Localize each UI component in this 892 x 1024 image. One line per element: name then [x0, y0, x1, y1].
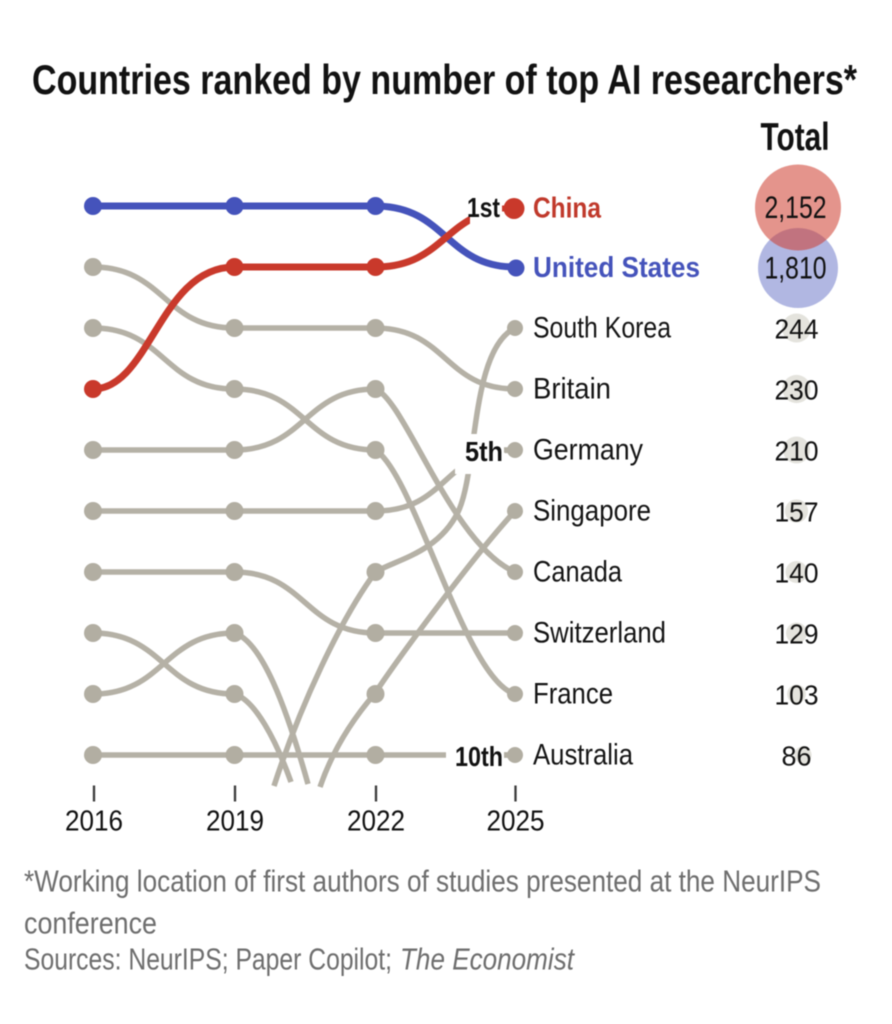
- svg-text:Sources: NeurIPS; Paper Copilo: Sources: NeurIPS; Paper Copilot;: [24, 942, 392, 977]
- svg-text:Singapore: Singapore: [533, 495, 651, 528]
- svg-text:244: 244: [775, 314, 819, 345]
- svg-text:South Korea: South Korea: [533, 312, 671, 345]
- svg-text:China: China: [533, 193, 602, 225]
- svg-text:2025: 2025: [487, 806, 545, 838]
- svg-text:2022: 2022: [347, 806, 405, 838]
- svg-text:210: 210: [775, 436, 819, 467]
- svg-text:France: France: [533, 678, 613, 711]
- svg-text:1st: 1st: [467, 192, 500, 223]
- svg-text:140: 140: [775, 558, 819, 589]
- svg-text:The Economist: The Economist: [400, 942, 575, 977]
- svg-text:5th: 5th: [465, 436, 503, 467]
- svg-text:129: 129: [775, 619, 819, 650]
- svg-text:Australia: Australia: [533, 739, 633, 772]
- svg-text:Switzerland: Switzerland: [533, 617, 666, 650]
- svg-text:Countries ranked by number of: Countries ranked by number of top AI res…: [32, 56, 858, 103]
- svg-text:Canada: Canada: [533, 556, 622, 589]
- svg-text:conference: conference: [24, 906, 157, 941]
- svg-text:2019: 2019: [206, 806, 264, 838]
- svg-text:1,810: 1,810: [765, 250, 827, 286]
- svg-text:2,152: 2,152: [765, 189, 827, 225]
- svg-text:Germany: Germany: [533, 434, 643, 467]
- svg-text:Britain: Britain: [533, 373, 611, 406]
- svg-text:86: 86: [782, 741, 812, 772]
- svg-text:230: 230: [775, 375, 819, 406]
- svg-text:*Working location of first aut: *Working location of first authors of st…: [24, 864, 821, 899]
- svg-text:10th: 10th: [455, 741, 503, 772]
- svg-text:2016: 2016: [65, 806, 123, 838]
- svg-text:Total: Total: [761, 116, 830, 159]
- svg-text:United States: United States: [533, 252, 700, 284]
- svg-text:103: 103: [775, 680, 819, 711]
- svg-text:157: 157: [775, 497, 819, 528]
